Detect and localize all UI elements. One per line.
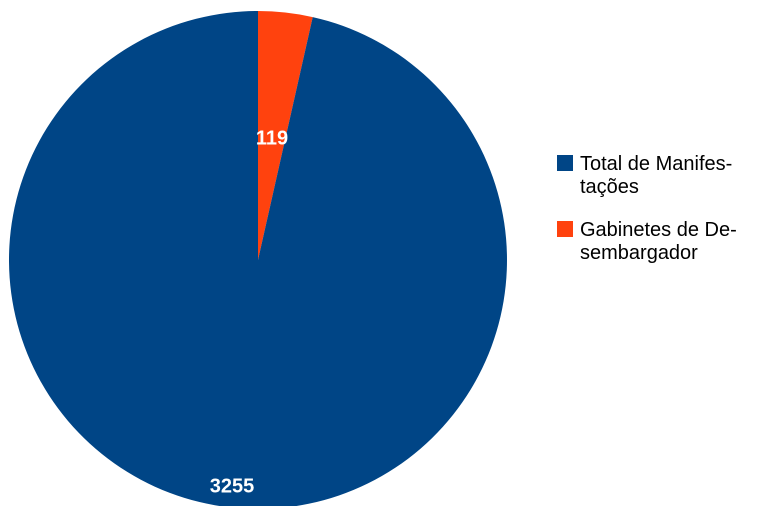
- legend-label-1-line-0: Gabinetes de De-: [580, 219, 737, 241]
- legend-swatch-0: [557, 155, 573, 171]
- pie-slice-0: [258, 11, 313, 260]
- slice-value-label-0: 119: [256, 127, 288, 149]
- slice-value-label-1: 3255: [210, 475, 255, 497]
- pie-slices: [8, 11, 507, 510]
- legend-label-1-line-1: sembargador: [580, 242, 698, 264]
- legend-label-0-line-0: Total de Manifes-: [580, 153, 732, 175]
- legend-swatch-1: [557, 221, 573, 237]
- legend-label-0-line-1: tações: [580, 176, 639, 198]
- legend-item-0: Total de Manifes-tações: [557, 153, 732, 198]
- legend: Total de Manifes-tações Gabinetes de De-s…: [557, 153, 737, 264]
- pie-value-labels: 119 3255: [210, 127, 288, 497]
- legend-item-1: Gabinetes de De-sembargador: [557, 219, 737, 264]
- pie-slice-1: [8, 11, 507, 510]
